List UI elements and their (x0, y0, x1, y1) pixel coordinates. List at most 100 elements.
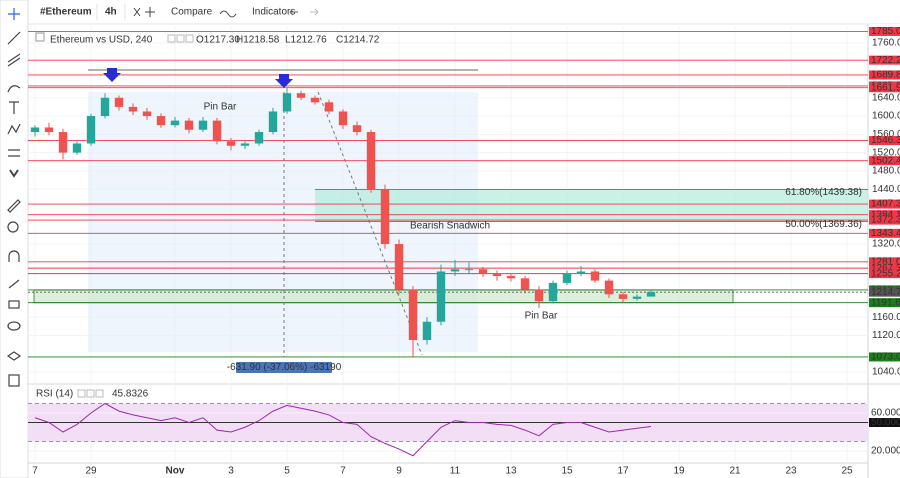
layers-tool[interactable] (6, 351, 22, 361)
fib-label: 61.80%(1439.38) (785, 187, 862, 198)
indicators-button[interactable]: Indicators (252, 7, 295, 18)
candle-body (58, 132, 68, 153)
lock-draw-tool[interactable] (8, 279, 20, 289)
legend-box (35, 32, 45, 42)
price-tag (869, 269, 900, 279)
y-tick-label: 1640.00 (872, 92, 900, 103)
y-tick-label: 1160.00 (872, 312, 900, 323)
price-tag (869, 26, 900, 36)
crosshair-tool[interactable] (8, 8, 20, 20)
candle-body (184, 120, 194, 130)
candle-body (422, 321, 432, 341)
rsi-title: RSI (14) (36, 389, 73, 400)
candle-body (590, 271, 600, 281)
x-tick-label: 5 (284, 466, 290, 477)
ohlc-value: L1212.76 (285, 35, 327, 46)
candle-body (450, 269, 460, 272)
price-tag (869, 136, 900, 146)
x-tick-label: Nov (166, 466, 185, 477)
chart: 7 29 Nov 3 5 7 9 11 13 15 17 19 21 23 25 1760.00 1640.00… (28, 24, 900, 478)
candle-body (72, 143, 82, 153)
lock-tool[interactable] (8, 300, 20, 309)
zoom-tool[interactable] (7, 221, 19, 233)
legend-button (167, 34, 176, 43)
price-tag (869, 215, 900, 225)
compare-button[interactable]: Compare (171, 7, 213, 18)
chart-title: Ethereum vs USD, 240 (50, 35, 153, 46)
y-tick-label: 1040.00 (872, 367, 900, 378)
forecast-tool[interactable] (8, 149, 20, 157)
candle-body (464, 269, 474, 271)
price-tag (869, 199, 900, 209)
ruler-tool[interactable] (7, 199, 21, 213)
candle-body (156, 116, 166, 126)
price-tag (869, 156, 900, 166)
x-tick-label: 3 (228, 466, 234, 477)
arrow-tool[interactable] (9, 169, 19, 178)
y-tick-label: 1120.00 (872, 330, 900, 341)
text-tool[interactable] (9, 101, 19, 114)
price-tag (869, 55, 900, 65)
interval[interactable]: 4h (105, 7, 117, 18)
candle-body (324, 102, 334, 112)
price-axis (868, 24, 900, 478)
pattern-tool[interactable] (7, 123, 21, 135)
candle-body (478, 269, 488, 274)
candle-body (268, 111, 278, 133)
trend-line-tool[interactable] (7, 31, 21, 45)
arrow-marker (275, 74, 293, 88)
price-tag-label: 1372.37 (871, 215, 900, 226)
price-tag-label: 1214.72 (871, 287, 900, 298)
redo-button[interactable] (310, 8, 319, 16)
candle-body (436, 271, 446, 322)
measure-label: -631.90 (-37.06%) -63190 (227, 362, 342, 373)
eye-tool[interactable] (7, 321, 21, 331)
symbol[interactable]: #Ethereum (40, 7, 92, 18)
candle-body (576, 271, 586, 274)
x-tick-label: 17 (617, 466, 629, 477)
y-tick-label: 60.0000 (871, 408, 900, 419)
trash-tool[interactable] (8, 374, 20, 387)
y-tick-label: 1520.00 (872, 147, 900, 158)
rsi-line (34, 402, 652, 457)
candle-body (170, 120, 180, 126)
x-tick-label: 19 (673, 466, 685, 477)
price-tag-label: 1689.84 (871, 70, 900, 81)
price-tag-label: 1785.07 (871, 26, 900, 37)
x-tick-label: 23 (785, 466, 797, 477)
y-tick-label: 1440.00 (872, 184, 900, 195)
y-tick-label: 50.0000 (871, 417, 900, 428)
candle-body (240, 143, 250, 146)
price-tag-label: 1384.16 (871, 209, 900, 220)
candle-body (142, 111, 152, 117)
magnet-tool[interactable] (8, 250, 20, 262)
x-tick-label: 7 (32, 466, 38, 477)
candle-body (534, 289, 544, 302)
fib-tool[interactable] (7, 53, 21, 67)
candle-body (254, 132, 264, 144)
brush-tool[interactable] (7, 85, 21, 93)
candle-body (226, 141, 236, 146)
candle-body (338, 111, 348, 126)
price-tag (869, 287, 900, 297)
candle-body (562, 273, 572, 283)
y-tick-label: 1480.00 (872, 166, 900, 177)
top-toolbar: #Ethereum 4h Compare Indicators (28, 4, 900, 25)
price-tag-label: 1407.37 (871, 199, 900, 210)
annotation: Bearish Snadwich (410, 221, 490, 232)
x-tick-label: 11 (450, 466, 461, 477)
candle-body (632, 296, 642, 299)
ohlc-value: O1217.30 (196, 35, 240, 46)
price-tag-label: 1661.94 (871, 82, 900, 93)
candle-body (618, 294, 628, 299)
candle-body (30, 127, 40, 133)
y-tick-label: 1320.00 (872, 239, 900, 250)
price-tag-label: 1281.05 (871, 256, 900, 267)
price-tag-label: 1722.29 (871, 55, 900, 66)
rsi-tag (869, 418, 900, 428)
price-tag (869, 70, 900, 80)
price-tag-label: 1343.41 (871, 228, 900, 239)
candle-body (282, 93, 292, 112)
price-tag-label: 1546.31 (871, 135, 900, 146)
undo-button[interactable] (289, 8, 298, 16)
